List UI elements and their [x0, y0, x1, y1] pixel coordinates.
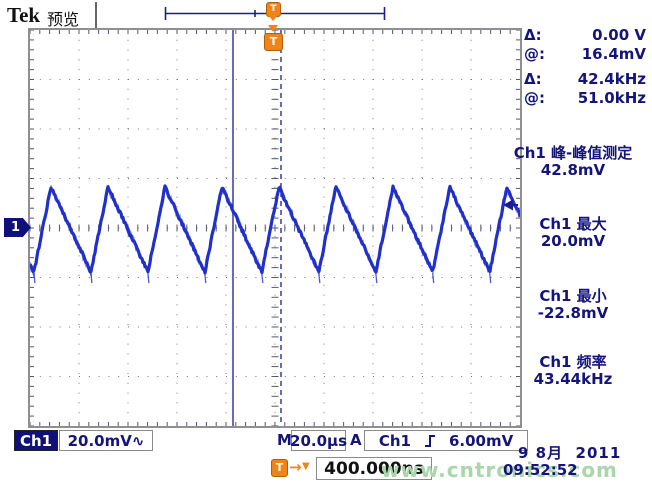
trigger-t-icon: T — [271, 459, 288, 477]
trigger-status-readout: Ch1 6.00mV — [364, 430, 528, 451]
at-label: @: — [524, 89, 545, 107]
measurement-value: 20.0mV — [540, 232, 606, 250]
measurement-frequency: Ch1 频率 43.44kHz — [494, 354, 652, 388]
measurement-min: Ch1 最小 -22.8mV — [494, 288, 652, 322]
time-label: 09:52:52 — [503, 461, 578, 479]
measurement-title: Ch1 最小 — [539, 287, 607, 305]
measurement-title: Ch1 峰-峰值测定 — [513, 144, 633, 162]
horizontal-scale-readout: 20.0μs — [290, 430, 347, 451]
arrow-right-icon: → — [289, 458, 302, 476]
channel1-ground-marker[interactable]: 1 — [4, 218, 31, 237]
trigger-level-arrow-icon[interactable] — [500, 198, 518, 212]
cursor-at-frequency-row: @: 51.0kHz — [524, 89, 646, 108]
measurement-title: Ch1 最大 — [539, 215, 607, 233]
measurement-max: Ch1 最大 20.0mV — [494, 216, 652, 250]
delta-frequency-value: 42.4kHz — [577, 70, 646, 88]
trigger-position-pointer-icon — [268, 15, 278, 21]
trigger-level-value: 6.00mV — [448, 431, 514, 450]
measurement-value: 43.44kHz — [533, 370, 613, 388]
topbar-divider — [95, 2, 97, 28]
acquisition-mode-label: 预览 — [47, 10, 80, 29]
delta-label: Δ: — [524, 26, 542, 44]
trigger-a-label: A — [350, 431, 362, 449]
measurement-title: Ch1 频率 — [539, 353, 607, 371]
at-frequency-value: 51.0kHz — [577, 89, 646, 107]
measurement-pk-pk: Ch1 峰-峰值测定 42.8mV — [494, 145, 652, 179]
trigger-point-pointer-icon — [268, 25, 278, 32]
rising-edge-icon — [424, 434, 435, 447]
measurement-value: 42.8mV — [540, 161, 606, 179]
graticule-and-trace — [30, 30, 520, 426]
watermark-text: www.cntronics.com — [381, 458, 618, 482]
triangle-down-icon: ▼ — [302, 461, 310, 472]
delta-voltage-value: 0.00 V — [592, 26, 646, 44]
waveform-display-area — [28, 28, 522, 428]
trigger-source: Ch1 — [378, 431, 411, 450]
cursor-delta-frequency-row: Δ: 42.4kHz — [524, 70, 646, 89]
trigger-position-time-readout: 400.000ns — [316, 457, 432, 480]
at-voltage-value: 16.4mV — [581, 45, 646, 63]
cursor-delta-voltage-row: Δ: 0.00 V — [524, 26, 646, 45]
main-timebase-label: M — [277, 431, 292, 449]
cursor-at-voltage-row: @: 16.4mV — [524, 45, 646, 64]
channel1-badge: Ch1 — [14, 430, 58, 451]
trigger-point-flag-icon[interactable]: T — [264, 33, 283, 51]
delta-label: Δ: — [524, 70, 542, 88]
measurement-value: -22.8mV — [537, 304, 609, 322]
date-label: 9 8月 2011 — [518, 444, 622, 462]
tek-logo: Tek — [7, 3, 41, 27]
vertical-scale-readout: 20.0mV∿ — [59, 430, 153, 451]
at-label: @: — [524, 45, 545, 63]
